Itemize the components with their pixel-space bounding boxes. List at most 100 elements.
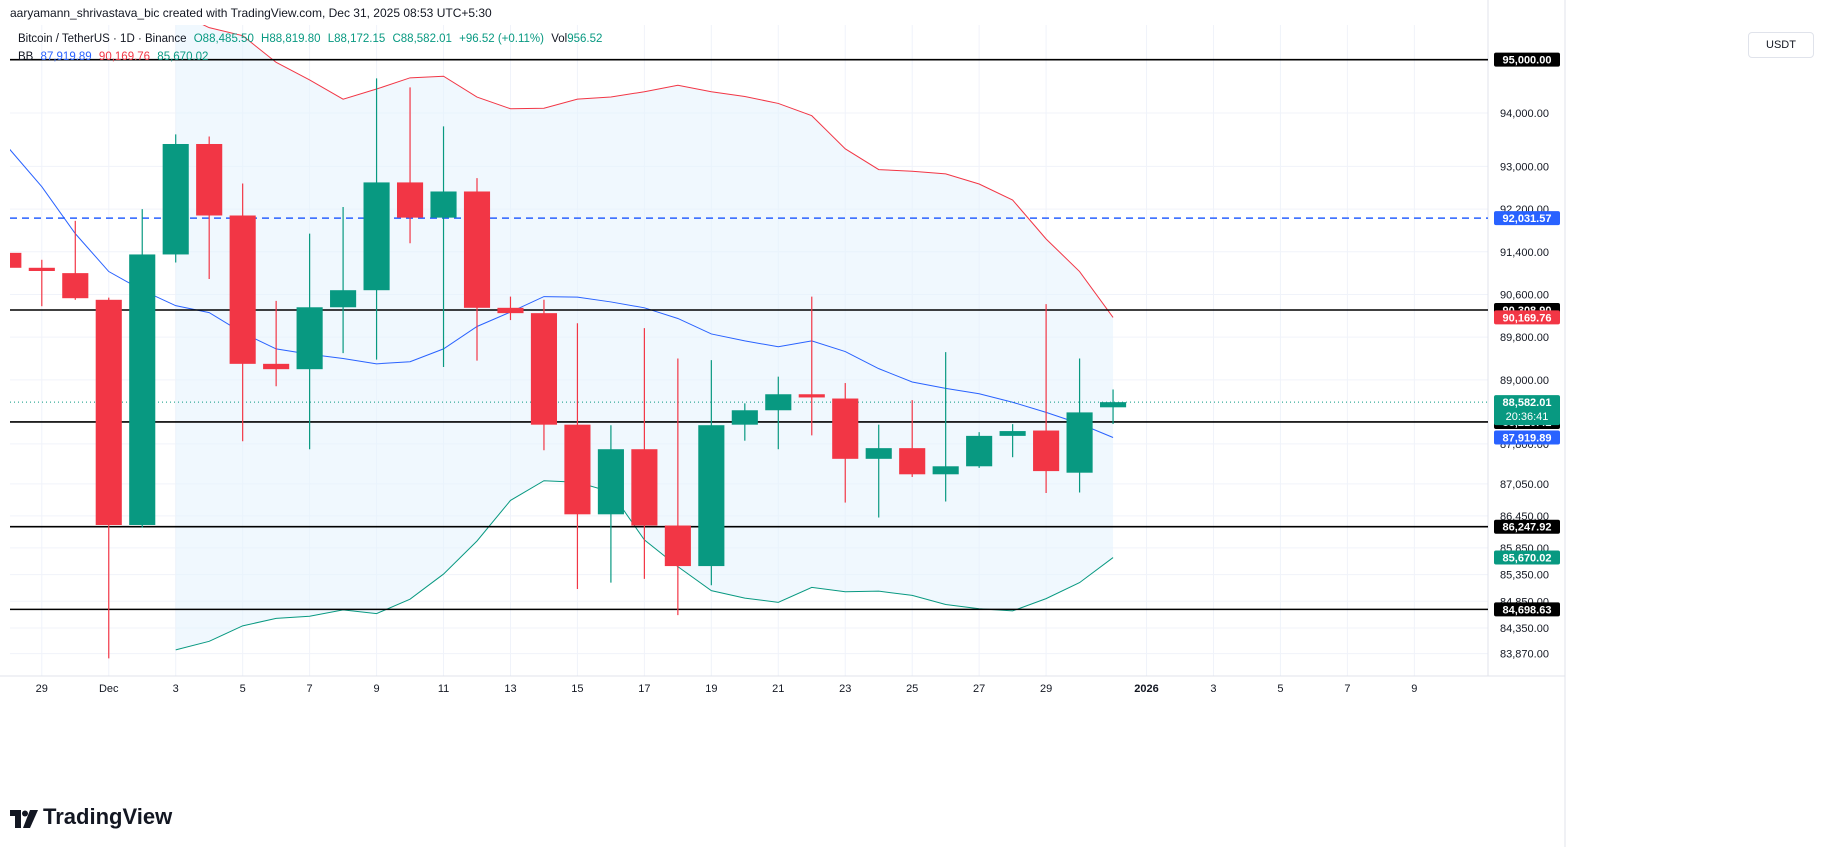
candle-body-26 xyxy=(865,448,892,459)
candle-body-31 xyxy=(1033,430,1060,472)
time-tick-label-13: 25 xyxy=(906,683,918,695)
price-tag-upper-label: 90,169.76 xyxy=(1503,312,1552,324)
plot-area xyxy=(10,25,1488,659)
candle-10 xyxy=(330,206,357,354)
level-tag-5-label: 84,698.63 xyxy=(1503,604,1552,616)
candle-body-2 xyxy=(62,273,89,299)
candle-18 xyxy=(597,425,624,583)
candle-body-3 xyxy=(95,299,122,525)
candle-body-23 xyxy=(765,394,792,411)
candle-body-13 xyxy=(430,191,457,218)
candle-0 xyxy=(10,252,22,268)
price-tag-lower-bg xyxy=(1494,550,1560,565)
level-tag-0-bg xyxy=(1494,52,1560,67)
price-tag-last-bg xyxy=(1494,395,1560,426)
bb-legend: BB 87,919.89 90,169.76 85,670.02 xyxy=(18,51,212,63)
bollinger-upper-line xyxy=(202,25,1114,318)
candle-body-0 xyxy=(10,252,22,268)
candle-body-22 xyxy=(731,410,758,425)
candle-30 xyxy=(999,424,1026,458)
price-tick-label-13: 84,350.00 xyxy=(1500,623,1549,635)
candle-26 xyxy=(865,424,892,518)
price-tag-basis: 87,919.89 xyxy=(1494,430,1560,445)
time-tick-label-17: 3 xyxy=(1210,683,1216,695)
candle-2 xyxy=(62,220,89,300)
candle-body-28 xyxy=(932,466,959,475)
time-tick-label-10: 19 xyxy=(705,683,717,695)
change-value: +96.52 (+0.11%) xyxy=(459,33,544,45)
candle-33 xyxy=(1100,389,1127,425)
level-tag-0-label: 95,000.00 xyxy=(1503,55,1552,67)
low-value: L88,172.15 xyxy=(327,33,386,45)
open-value: O88,485.50 xyxy=(193,33,254,45)
time-tick-label-0: 29 xyxy=(36,683,48,695)
candle-body-8 xyxy=(263,363,290,370)
candle-body-6 xyxy=(196,143,223,216)
time-tick-label-3: 5 xyxy=(240,683,246,695)
time-tick-label-11: 21 xyxy=(772,683,784,695)
level-tag-0: 95,000.00 xyxy=(1494,52,1560,67)
volume-value: 956.52 xyxy=(567,33,603,45)
candle-body-33 xyxy=(1100,402,1127,408)
level-tag-4: 86,247.92 xyxy=(1494,519,1560,534)
candle-body-9 xyxy=(296,307,323,370)
bollinger-basis-line xyxy=(10,148,1114,438)
time-tick-label-9: 17 xyxy=(638,683,650,695)
high-value: H88,819.80 xyxy=(261,33,321,45)
candle-4 xyxy=(129,209,156,528)
candle-body-16 xyxy=(530,313,558,425)
candle-29 xyxy=(966,432,993,468)
candle-body-1 xyxy=(28,267,55,271)
candle-body-14 xyxy=(463,191,491,308)
candle-body-18 xyxy=(597,449,624,515)
candle-17 xyxy=(564,323,591,590)
candle-14 xyxy=(463,178,491,361)
candle-23 xyxy=(765,376,792,450)
price-tag-upper-bg xyxy=(1494,310,1560,325)
candle-12 xyxy=(396,87,424,244)
candle-25 xyxy=(832,383,859,503)
candle-body-4 xyxy=(129,254,156,525)
price-tick-label-3: 91,400.00 xyxy=(1500,247,1549,259)
candle-body-17 xyxy=(564,424,591,515)
tradingview-brand[interactable]: TradingView xyxy=(10,804,172,830)
price-tick-label-5: 89,800.00 xyxy=(1500,332,1549,344)
candle-body-30 xyxy=(999,431,1026,436)
time-tick-label-6: 11 xyxy=(438,683,449,695)
candle-7 xyxy=(229,183,256,442)
candle-body-27 xyxy=(899,448,926,475)
candle-20 xyxy=(664,358,691,616)
candle-5 xyxy=(162,134,189,263)
candle-15 xyxy=(497,296,524,321)
tradingview-logo-icon xyxy=(10,808,38,828)
level-tag-1-bg xyxy=(1494,211,1560,226)
bb-basis-value: 87,919.89 xyxy=(40,51,92,63)
time-tick-label-18: 5 xyxy=(1277,683,1283,695)
time-tick-label-12: 23 xyxy=(839,683,851,695)
candle-1 xyxy=(28,259,55,307)
volume-label: Vol xyxy=(551,33,568,45)
candle-9 xyxy=(296,233,323,450)
price-tick-label-0: 94,000.00 xyxy=(1500,108,1549,120)
candle-body-21 xyxy=(698,425,725,567)
candle-19 xyxy=(631,328,658,579)
time-tick-label-19: 7 xyxy=(1344,683,1350,695)
candle-28 xyxy=(932,352,959,502)
time-tick-label-20: 9 xyxy=(1411,683,1417,695)
bb-label[interactable]: BB xyxy=(18,51,34,63)
time-tick-label-1: Dec xyxy=(99,683,119,695)
attribution-line: aaryamann_shrivastava_bic created with T… xyxy=(10,6,492,20)
level-tag-5: 84,698.63 xyxy=(1494,602,1560,617)
price-tag-lower-label: 85,670.02 xyxy=(1503,553,1552,565)
price-tag-last-label: 88,582.01 xyxy=(1503,397,1552,409)
brand-name: TradingView xyxy=(43,804,173,829)
symbol-label[interactable]: Bitcoin / TetherUS · 1D · Binance xyxy=(18,33,187,45)
time-tick-label-4: 7 xyxy=(307,683,313,695)
price-tag-basis-bg xyxy=(1494,430,1560,445)
level-tag-4-label: 86,247.92 xyxy=(1503,522,1552,534)
candle-body-11 xyxy=(363,182,390,291)
candle-body-5 xyxy=(162,143,189,255)
candle-8 xyxy=(263,300,290,387)
currency-button[interactable]: USDT xyxy=(1748,32,1814,58)
